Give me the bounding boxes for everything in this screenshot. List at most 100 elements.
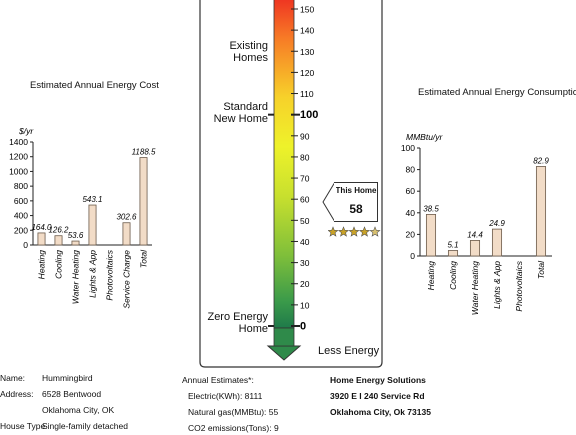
hers-color-bar	[274, 0, 294, 328]
data-label: 38.5	[423, 204, 439, 213]
category-label: Heating	[37, 250, 47, 280]
hers-tick-label: 100	[300, 109, 318, 121]
hers-tick-label: 30	[300, 258, 310, 268]
this-home-value: 58	[349, 202, 363, 216]
y-axis-unit: MMBtu/yr	[406, 132, 444, 142]
bar-lights-app	[88, 204, 97, 246]
standard-new-home-label: Standard New Home	[213, 101, 268, 125]
star-icon	[358, 226, 371, 237]
star-icon	[337, 226, 350, 237]
cost-chart-title: Estimated Annual Energy Cost	[30, 80, 159, 91]
category-label: Heating	[426, 261, 436, 291]
hers-tick-label: 40	[300, 237, 310, 247]
y-tick-label: 60	[406, 186, 416, 196]
y-tick-label: 40	[406, 208, 416, 218]
category-label: Water Heating	[71, 250, 81, 304]
category-label: Photovoltaics	[105, 249, 115, 300]
y-tick-label: 400	[14, 211, 28, 221]
electric-estimate: Electric(KWh): 8111	[188, 391, 263, 401]
y-tick-label: 20	[406, 229, 416, 239]
rater-info: Home Energy Solutions 3920 E I 240 Servi…	[330, 374, 431, 419]
data-label: 126.2	[48, 226, 69, 235]
category-label: Total	[536, 260, 546, 279]
bar-lights-app	[491, 228, 503, 257]
y-tick-label: 1400	[9, 137, 28, 147]
category-label: Water Heating	[470, 261, 480, 315]
data-label: 543.1	[82, 195, 102, 204]
home-name: Hummingbird	[42, 373, 93, 383]
less-energy-label: Less Energy	[318, 345, 380, 357]
star-icon	[348, 226, 360, 237]
data-label: 5.1	[447, 240, 458, 249]
category-label: Cooling	[448, 261, 458, 290]
y-tick-label: 1000	[9, 166, 28, 176]
address-line1: 6528 Bentwood	[42, 389, 102, 399]
hers-tick-label: 140	[300, 26, 314, 36]
hers-tick-label: 0	[300, 321, 306, 333]
scale-panel-border	[199, 0, 383, 368]
hers-tick-label: 50	[300, 216, 310, 226]
y-tick-label: 0	[23, 240, 28, 250]
rater-street: 3920 E I 240 Service Rd	[330, 391, 425, 401]
star-rating	[328, 226, 381, 237]
house-type: Single-family detached	[42, 421, 128, 431]
address-line2: Oklahoma City, OK	[42, 405, 115, 415]
y-axis-unit: $/yr	[18, 126, 34, 136]
data-label: 82.9	[533, 156, 549, 165]
y-tick-label: 200	[14, 225, 28, 235]
hers-tick-label: 120	[300, 68, 314, 78]
y-tick-label: 600	[14, 196, 28, 206]
bar-total	[139, 157, 148, 246]
zero-energy-home-label: Zero Energy Home	[207, 311, 268, 335]
data-label: 164.0	[31, 223, 52, 232]
hers-tick-label: 70	[300, 174, 310, 184]
rater-company: Home Energy Solutions	[330, 375, 426, 385]
data-label: 14.4	[467, 230, 483, 239]
name-label: Name:	[0, 373, 26, 383]
less-energy-arrow	[266, 345, 302, 361]
gas-estimate: Natural gas(MMBtu): 55	[188, 407, 279, 417]
energy-cost-chart: $/yr 0 200 400 600 800 1000 1200 1400 164.0 Heatin…	[9, 126, 156, 309]
bar-water-heating	[71, 240, 80, 246]
y-tick-label: 100	[401, 143, 415, 153]
co2-estimate: CO2 emissions(Tons): 9	[188, 423, 279, 433]
bar-water-heating	[469, 240, 481, 257]
bar-service-charge	[122, 222, 131, 246]
y-tick-label: 800	[14, 181, 28, 191]
data-label: 53.6	[68, 231, 84, 240]
data-label: 1188.5	[132, 148, 156, 157]
annual-estimates: Annual Estimates*: Electric(KWh): 8111 N…	[182, 374, 279, 435]
star-icon	[369, 226, 381, 237]
data-label: 24.9	[488, 219, 505, 228]
category-label: Lights & App	[88, 250, 98, 298]
bar-total	[535, 166, 547, 257]
hers-tick-label: 110	[300, 89, 314, 99]
bar-cooling	[54, 235, 63, 246]
estimates-title: Annual Estimates*:	[182, 375, 254, 385]
hers-tick-label: 130	[300, 47, 314, 57]
home-info: Name: Hummingbird Address: 6528 Bentwood O…	[0, 372, 128, 433]
rater-city: Oklahoma City, Ok 73135	[330, 407, 431, 417]
bar-cooling	[447, 250, 459, 257]
category-label: Lights & App	[492, 261, 502, 309]
data-label: 302.6	[116, 213, 137, 222]
this-home-pointer	[322, 182, 336, 222]
y-tick-label: 1200	[9, 152, 28, 162]
hers-tick-label: 80	[300, 152, 310, 162]
category-label: Photovoltaics	[514, 260, 524, 311]
star-icon	[328, 226, 339, 237]
existing-homes-label: Existing Homes	[229, 40, 268, 64]
category-label: Total	[139, 249, 149, 268]
this-home-box: This Home 58	[334, 182, 378, 222]
hers-tick-label: 90	[300, 131, 310, 141]
category-label: Service Charge	[122, 250, 132, 309]
this-home-label: This Home	[335, 186, 377, 195]
address-label: Address:	[0, 389, 34, 399]
hers-tick-label: 150	[300, 5, 314, 15]
y-tick-label: 80	[406, 165, 416, 175]
bar-heating	[37, 232, 46, 246]
consumption-chart-title: Estimated Annual Energy Consumption	[418, 87, 576, 98]
hers-tick-label: 10	[300, 300, 310, 310]
y-tick-label: 0	[410, 251, 415, 261]
